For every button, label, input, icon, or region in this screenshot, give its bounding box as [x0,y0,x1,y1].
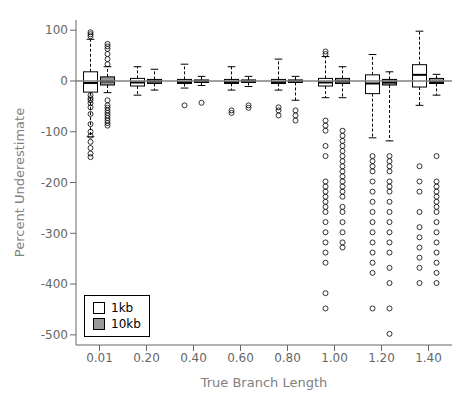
svg-text:-500: -500 [41,328,68,342]
svg-text:-300: -300 [41,227,68,241]
svg-text:-100: -100 [41,125,68,139]
html-text:10kb: 10kb [111,317,141,331]
svg-text:0: 0 [60,74,68,88]
svg-text:-200: -200 [41,176,68,190]
svg-text:0.20: 0.20 [133,351,160,365]
svg-text:1.00: 1.00 [321,351,348,365]
html-text:1kb: 1kb [111,301,134,315]
svg-text:1.20: 1.20 [368,351,395,365]
svg-text:Percent Underestimate: Percent Underestimate [12,108,27,257]
svg-text:True Branch Length: True Branch Length [200,375,328,390]
svg-text:0.80: 0.80 [274,351,301,365]
svg-text:-400: -400 [41,277,68,291]
svg-text:0.60: 0.60 [227,351,254,365]
svg-text:1.40: 1.40 [415,351,442,365]
svg-text:0.01: 0.01 [86,351,113,365]
svg-text:100: 100 [45,23,68,37]
svg-text:0.40: 0.40 [180,351,207,365]
